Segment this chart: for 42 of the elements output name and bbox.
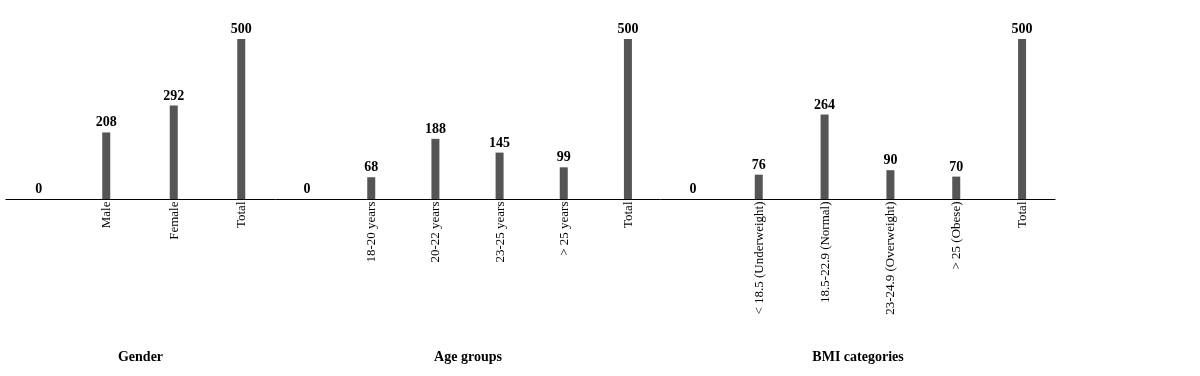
- data-label: 264: [814, 96, 836, 112]
- data-label: 500: [617, 21, 639, 36]
- data-label: 99: [556, 149, 571, 165]
- bar: [820, 114, 829, 199]
- data-label: 208: [95, 114, 117, 130]
- data-label: 188: [424, 120, 446, 136]
- bar: [886, 170, 895, 199]
- data-label: 0: [303, 181, 311, 196]
- bar: [1018, 39, 1027, 199]
- bar: [367, 177, 376, 199]
- x-tick-label: Total: [619, 201, 635, 229]
- bar: [495, 152, 504, 199]
- x-tick-label: 23-24.9 (Overweight): [882, 201, 898, 315]
- x-tick-label: > 25 years: [555, 201, 571, 256]
- x-tick-label: > 25 (Obese): [948, 201, 964, 270]
- data-label: 70: [949, 158, 964, 174]
- data-label: 0: [689, 181, 697, 196]
- data-label: 76: [751, 156, 766, 172]
- x-axis-title: BMI categories: [812, 348, 905, 364]
- bar: [623, 39, 632, 199]
- x-tick-label: < 18.5 (Underweight): [750, 201, 766, 315]
- x-tick-label: 23-25 years: [491, 201, 507, 263]
- x-tick-label: 20-22 years: [427, 201, 443, 263]
- data-label: 145: [489, 134, 511, 150]
- x-axis-title: Age groups: [434, 348, 503, 364]
- x-tick-label: 18-20 years: [363, 201, 379, 263]
- data-label: 292: [163, 87, 185, 103]
- x-tick-label: Male: [98, 201, 114, 229]
- bar: [754, 174, 763, 199]
- data-label: 0: [35, 181, 43, 196]
- data-label: 90: [883, 152, 898, 168]
- bar: [952, 176, 961, 199]
- x-tick-label: Total: [1014, 201, 1030, 229]
- x-tick-label: 18.5-22.9 (Normal): [816, 201, 832, 303]
- data-label: 500: [1011, 21, 1033, 36]
- x-tick-label: Total: [233, 201, 249, 229]
- data-label: 68: [364, 159, 379, 175]
- bar: [431, 138, 440, 199]
- data-label: 500: [230, 21, 252, 36]
- x-axis-title: Gender: [117, 348, 164, 364]
- x-tick-label: Female: [165, 201, 181, 240]
- bar: [559, 167, 568, 199]
